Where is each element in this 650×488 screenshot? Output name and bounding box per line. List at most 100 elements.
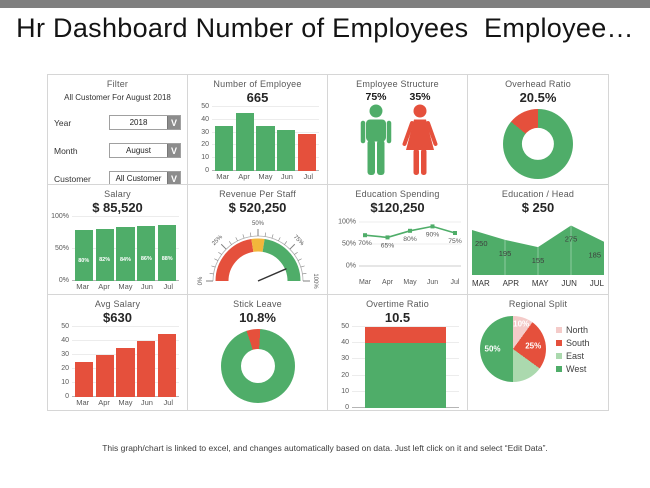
legend-item: South (556, 338, 590, 348)
gauge-tick-label: 0% (198, 276, 204, 285)
data-marker (385, 235, 390, 240)
y-tick-label: 100% (51, 213, 69, 220)
plot-area: 0 10 20 30 40 50 (332, 323, 463, 410)
panel-value: $ 85,520 (92, 200, 143, 215)
gauge-tick (214, 258, 219, 261)
panel-value: $ 250 (521, 200, 555, 215)
customer-dropdown[interactable]: All Customer V (109, 171, 181, 184)
gauge-tick (264, 232, 266, 237)
panel-title: Filter (106, 79, 129, 89)
donut-hole (240, 348, 275, 384)
data-label: 80% (403, 236, 417, 243)
data-marker (408, 228, 412, 233)
bar (95, 355, 114, 397)
revenue-per-staff-gauge[interactable]: 0% 25% 50% 75% 100% (192, 215, 323, 292)
gridline (72, 340, 179, 341)
legend-swatch (556, 365, 562, 372)
bar (235, 113, 254, 171)
bar (74, 362, 93, 397)
regional-split-chart[interactable]: 10% 25% 50% North South East West (472, 309, 604, 408)
plot-area: 0% 50% 100% 80% 82% 84% 86% 88% (51, 213, 183, 284)
bar: 88% (158, 224, 177, 281)
avg-salary-chart[interactable]: 0 10 20 30 40 50 Mar Apr May Jun Jul (52, 323, 183, 408)
y-tick-label: 0 (345, 404, 349, 410)
customer-label: Customer (54, 173, 91, 184)
x-tick-label: Jun (140, 282, 153, 291)
number-of-employee-chart[interactable]: 0 10 20 30 40 50 Mar Apr May Jun Jul (192, 103, 323, 182)
legend-swatch (556, 352, 562, 359)
y-tick-label: 0% (58, 277, 69, 284)
legend-item: North (556, 325, 590, 335)
data-marker (363, 233, 367, 238)
panel-title: Overtime Ratio (366, 299, 429, 309)
filter-row-customer: Customer All Customer V (52, 171, 183, 184)
panel-salary: Salary $ 85,520 0% 50% 100% 80% 82% 84% 86% 88%… (48, 185, 188, 295)
panel-title: Salary (104, 189, 131, 199)
y-tick-label: 20 (341, 371, 349, 379)
panel-education-spending: Education Spending $120,250 0% 50% 100% 70%… (328, 185, 468, 295)
x-axis-labels: MAR APR MAY JUN JUL (472, 277, 604, 289)
legend-item: East (556, 351, 590, 361)
gauge-tick (284, 241, 288, 245)
x-tick-label: JUL (589, 278, 604, 288)
employee-structure-chart[interactable]: 75% 35% (332, 89, 463, 182)
stick-leave-chart[interactable] (192, 325, 323, 408)
gridline (352, 326, 459, 327)
data-label: 65% (381, 242, 395, 249)
y-tick-label: 20 (201, 141, 209, 149)
plot-area: 0 10 20 30 40 50 (192, 103, 323, 174)
gauge-tick (218, 251, 222, 255)
x-tick-label: JUN (561, 278, 577, 288)
y-axis: 0 10 20 30 40 50 (332, 323, 352, 410)
y-tick-label: 50% (342, 241, 356, 248)
y-tick-label: 50 (341, 323, 349, 330)
legend-swatch (556, 339, 562, 346)
donut (503, 109, 573, 179)
year-dropdown[interactable]: 2018 V (109, 115, 181, 130)
x-tick-label: May (403, 279, 417, 286)
y-tick-label: 10 (201, 154, 209, 162)
x-tick-label: Jul (451, 279, 460, 286)
bar (256, 126, 275, 171)
x-axis-labels: Mar Apr May Jun Jul (212, 171, 319, 182)
x-tick-label: May (258, 172, 273, 181)
panel-title: Overhead Ratio (505, 79, 571, 89)
customer-value: All Customer (115, 174, 162, 183)
dropdown-arrow-icon[interactable]: V (167, 172, 180, 184)
x-tick-label: Apr (382, 279, 394, 286)
panel-overhead-ratio: Overhead Ratio 20.5% (468, 75, 608, 185)
gauge-tick-label: 50% (252, 221, 265, 227)
x-tick-label: Jul (163, 398, 174, 407)
dropdown-arrow-icon[interactable]: V (167, 144, 180, 157)
y-tick-label: 40 (61, 337, 69, 344)
panel-value: 10.8% (239, 310, 276, 325)
gauge-tick (228, 241, 232, 245)
bar (277, 130, 296, 171)
education-per-head-chart[interactable]: 250 195 155 275 185 MAR APR MAY JUN JUL (472, 215, 604, 292)
bar: 84% (116, 227, 135, 281)
panel-value: 20.5% (519, 90, 557, 105)
bar: 80% (74, 229, 93, 281)
legend-swatch (556, 326, 562, 333)
salary-chart[interactable]: 0% 50% 100% 80% 82% 84% 86% 88% Mar Apr May Jun Jul (51, 213, 183, 292)
bar (214, 126, 233, 171)
overhead-ratio-chart[interactable] (472, 105, 604, 182)
month-dropdown[interactable]: August V (109, 143, 181, 158)
pie: 10% 25% 50% (480, 316, 546, 382)
gauge-tick (278, 237, 281, 242)
panel-value: 665 (246, 90, 269, 105)
percent-label: 75% (365, 91, 387, 103)
gauge-tick (294, 251, 298, 255)
y-tick-label: 30 (61, 351, 69, 358)
x-tick-label: Jun (427, 279, 438, 286)
panel-title: Number of Employee (213, 79, 302, 89)
y-tick-label: 30 (201, 128, 209, 136)
panel-education-per-head: Education / Head $ 250 250 195 155 275 185 MA… (468, 185, 608, 295)
data-marker (430, 224, 435, 229)
education-spending-chart[interactable]: 0% 50% 100% 70% 65% 80% 90% 75% Mar Apr May Jun Jul (332, 215, 463, 292)
plot-area: 0 10 20 30 40 50 (52, 323, 183, 400)
plot: 80% 82% 84% 86% 88% (72, 216, 179, 281)
dropdown-arrow-icon[interactable]: V (167, 116, 180, 129)
overtime-ratio-chart[interactable]: 0 10 20 30 40 50 (332, 323, 463, 410)
gauge-tick (250, 232, 252, 237)
